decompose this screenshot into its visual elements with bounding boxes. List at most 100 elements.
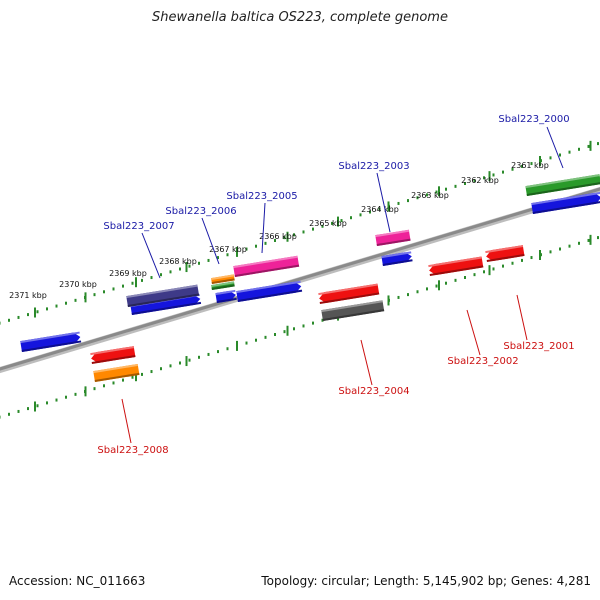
gene-shadow xyxy=(91,355,136,364)
gene-leader-line xyxy=(141,232,161,279)
gene-highlight xyxy=(211,281,235,288)
gene-shadow xyxy=(211,284,235,290)
gene-body xyxy=(531,192,600,214)
gene-label: Sbal223_2003 xyxy=(338,161,409,172)
kbp-tick-label: 2368 kbp xyxy=(159,257,197,266)
gene-shadow xyxy=(319,292,380,304)
kbp-tick-label: 2371 kbp xyxy=(9,291,47,300)
gene-highlight xyxy=(381,251,412,259)
gene-highlight xyxy=(236,280,301,294)
backbone-line xyxy=(0,187,600,371)
gene-body xyxy=(93,363,140,382)
gene-shadow xyxy=(376,238,411,246)
gene-feature xyxy=(381,251,413,266)
gene-label: Sbal223_2006 xyxy=(165,206,236,217)
gene-body xyxy=(525,174,600,196)
gene-body xyxy=(233,255,300,277)
gene-highlight xyxy=(211,274,235,281)
gene-feature xyxy=(211,281,235,290)
gene-highlight xyxy=(428,256,482,268)
gene-highlight xyxy=(215,289,236,296)
backbone-group xyxy=(0,186,600,374)
gene-leader-line xyxy=(516,294,528,341)
gene-label: Sbal223_2000 xyxy=(498,114,569,125)
gene-body xyxy=(319,283,380,304)
gene-shadow xyxy=(94,372,140,382)
gene-leader-line xyxy=(376,172,391,233)
gene-leader-line xyxy=(261,202,266,254)
gene-highlight xyxy=(321,300,383,313)
gene-labels: 2361 kbp 2362 kbp 2363 kbp 2364 kbp 2365 kbp… xyxy=(9,114,574,456)
gene-feature xyxy=(126,284,200,307)
kbp-tick-label: 2370 kbp xyxy=(59,280,97,289)
gene-shadow xyxy=(526,182,600,196)
gene-body xyxy=(20,332,81,352)
kbp-tick-label: 2361 kbp xyxy=(511,161,549,170)
gene-feature xyxy=(321,300,385,321)
gene-highlight xyxy=(126,284,198,299)
gene-body xyxy=(91,346,136,364)
gene-highlight xyxy=(93,363,138,374)
kbp-tick-label: 2363 kbp xyxy=(411,191,449,200)
gene-shadow xyxy=(322,309,385,321)
gene-feature xyxy=(375,229,411,246)
gene-leader-line xyxy=(546,126,564,169)
gene-shadow xyxy=(429,265,484,276)
gene-feature xyxy=(215,289,237,303)
genome-summary-text: Topology: circular; Length: 5,145,902 bp… xyxy=(261,574,591,588)
kbp-tick-label: 2362 kbp xyxy=(461,176,499,185)
gene-highlight xyxy=(375,229,410,238)
gene-shadow xyxy=(21,340,82,352)
gene-shadow xyxy=(237,289,303,302)
kbp-tick-label: 2366 kbp xyxy=(259,232,297,241)
gene-highlight xyxy=(531,191,600,206)
gene-highlight xyxy=(233,255,298,269)
gene-leader-line xyxy=(121,398,132,444)
gene-shadow xyxy=(234,264,300,277)
kbp-tick-label: 2364 kbp xyxy=(361,205,399,214)
gene-leader-line xyxy=(360,339,373,386)
gene-highlight xyxy=(318,283,378,296)
gene-shadow xyxy=(532,200,600,214)
gene-leader-line xyxy=(466,309,481,356)
gene-body xyxy=(429,256,484,276)
gene-body xyxy=(321,300,385,321)
gene-shadow xyxy=(211,278,235,284)
gene-leader-line xyxy=(201,217,220,265)
gene-feature xyxy=(525,174,600,196)
kbp-tick-label: 2367 kbp xyxy=(209,245,247,254)
gene-feature xyxy=(318,283,380,304)
gene-shadow xyxy=(486,253,525,262)
gene-label: Sbal223_2002 xyxy=(447,356,518,367)
gene-shadow xyxy=(216,297,237,303)
gene-highlight xyxy=(485,245,524,254)
genome-map-title: Shewanella baltica OS223, complete genom… xyxy=(152,10,448,25)
gene-feature xyxy=(233,255,300,277)
gene-feature xyxy=(531,191,600,214)
accession-text: Accession: NC_011663 xyxy=(9,574,146,588)
gene-label: Sbal223_2005 xyxy=(226,191,297,202)
gene-feature xyxy=(93,363,140,382)
gene-features xyxy=(20,174,600,382)
gene-label: Sbal223_2001 xyxy=(503,341,574,352)
gene-highlight xyxy=(525,174,600,189)
tick-rows xyxy=(0,140,599,419)
kbp-tick-label: 2369 kbp xyxy=(109,269,147,278)
gene-body xyxy=(236,281,302,302)
gene-highlight xyxy=(20,331,80,344)
gene-feature xyxy=(211,274,235,284)
gene-label: Sbal223_2007 xyxy=(103,221,174,232)
gene-shadow xyxy=(131,301,202,315)
gene-shadow xyxy=(127,293,200,307)
gene-feature xyxy=(485,245,525,262)
gene-body xyxy=(130,294,201,315)
bottom-tick-row xyxy=(0,234,599,419)
gene-feature xyxy=(236,280,303,302)
kbp-tick-label: 2365 kbp xyxy=(309,219,347,228)
gene-feature xyxy=(90,346,136,364)
gene-shadow xyxy=(382,259,413,266)
gene-feature xyxy=(20,331,82,352)
gene-feature xyxy=(428,256,484,276)
gene-label: Sbal223_2004 xyxy=(338,386,409,397)
